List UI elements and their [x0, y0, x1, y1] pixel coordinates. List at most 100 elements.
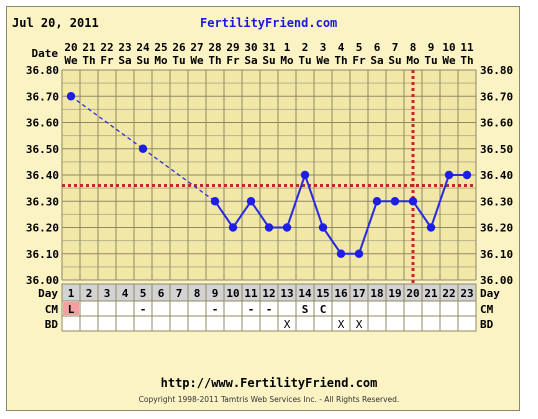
weekday-label: Th: [208, 54, 221, 67]
y-tick-label-right: 36.20: [480, 222, 513, 235]
temp-segment-dashed: [70, 95, 144, 150]
weekday-label: We: [316, 54, 330, 67]
temp-point: [264, 223, 274, 232]
date-label: 30: [244, 41, 257, 54]
day-number: 14: [298, 287, 312, 300]
footer-url[interactable]: http://www.FertilityFriend.com: [160, 376, 378, 390]
y-tick-label-left: 36.20: [26, 222, 59, 235]
temp-segment: [304, 174, 324, 228]
day-number: 18: [370, 287, 383, 300]
weekday-label: Tu: [172, 54, 185, 67]
date-label: 8: [410, 41, 417, 54]
temp-point: [210, 197, 220, 206]
bd-entry: X: [284, 318, 291, 331]
weekday-label: Th: [460, 54, 473, 67]
day-number: 16: [334, 287, 348, 300]
day-number: 15: [316, 287, 329, 300]
bd-row-bg: [61, 315, 477, 332]
day-number: 22: [442, 287, 455, 300]
cm-entry: S: [302, 303, 309, 316]
day-number: 23: [460, 287, 473, 300]
weekday-label: Sa: [118, 54, 131, 67]
y-tick-label-left: 36.70: [26, 90, 59, 103]
temp-point: [444, 170, 454, 180]
temp-segment: [358, 200, 378, 255]
weekday-label: Su: [262, 54, 275, 67]
day-number: 3: [104, 287, 111, 300]
day-number: 4: [122, 287, 129, 300]
temp-point: [318, 223, 328, 232]
date-label: 7: [392, 41, 399, 54]
day-number: 20: [406, 287, 419, 300]
date-row-label: Date: [32, 47, 59, 60]
day-number: 10: [226, 287, 239, 300]
y-tick-label-left: 36.60: [26, 117, 59, 130]
day-number: 8: [194, 287, 201, 300]
chart-date: Jul 20, 2011: [12, 16, 99, 30]
date-label: 11: [460, 41, 474, 54]
bd-entry: X: [356, 318, 363, 331]
date-label: 6: [374, 41, 381, 54]
weekday-label: We: [442, 54, 456, 67]
temp-segment: [322, 226, 342, 255]
temp-segment: [412, 200, 432, 229]
date-label: 26: [172, 41, 186, 54]
weekday-label: Su: [388, 54, 401, 67]
temp-point: [246, 197, 256, 206]
temp-segment: [232, 200, 252, 229]
day-number: 19: [388, 287, 401, 300]
y-tick-label-left: 36.00: [26, 274, 59, 287]
day-number: 5: [140, 287, 147, 300]
bd-row-label-left: BD: [45, 318, 59, 331]
cm-entry: -: [266, 303, 273, 316]
cm-entry: -: [212, 303, 219, 316]
cm-highlight: [63, 302, 79, 315]
day-number: 11: [244, 287, 258, 300]
cm-entry: -: [248, 303, 255, 316]
weekday-label: Mo: [406, 54, 420, 67]
temp-segment: [430, 174, 450, 228]
temp-point: [300, 170, 310, 180]
day-number: 2: [86, 287, 93, 300]
cm-row-label-left: CM: [45, 303, 59, 316]
weekday-label: We: [190, 54, 204, 67]
y-tick-label-right: 36.80: [480, 64, 513, 77]
date-label: 1: [284, 41, 291, 54]
weekday-label: Tu: [424, 54, 437, 67]
cm-entry: C: [320, 303, 327, 316]
y-tick-label-right: 36.60: [480, 117, 513, 130]
copyright-text: Copyright 1998-2011 Tamtris Web Services…: [138, 395, 400, 404]
y-tick-label-right: 36.10: [480, 248, 513, 261]
weekday-label: Mo: [154, 54, 168, 67]
day-row-label-right: Day: [480, 287, 500, 300]
day-number: 12: [262, 287, 275, 300]
temp-point: [408, 197, 418, 206]
weekday-label: Th: [334, 54, 347, 67]
weekday-label: We: [64, 54, 78, 67]
weekday-label: Fr: [100, 54, 114, 67]
date-label: 23: [118, 41, 131, 54]
cm-entry: L: [68, 303, 75, 316]
y-tick-label-right: 36.70: [480, 90, 513, 103]
date-label: 2: [302, 41, 309, 54]
date-label: 29: [226, 41, 239, 54]
day-number: 17: [352, 287, 365, 300]
weekday-label: Fr: [226, 54, 240, 67]
weekday-label: Th: [82, 54, 95, 67]
temp-point: [138, 144, 148, 153]
temp-segment: [286, 174, 306, 228]
temp-point: [66, 92, 76, 101]
site-title[interactable]: FertilityFriend.com: [200, 16, 338, 30]
day-number: 9: [212, 287, 219, 300]
date-label: 28: [208, 41, 221, 54]
date-label: 5: [356, 41, 363, 54]
weekday-label: Su: [136, 54, 149, 67]
y-tick-label-left: 36.40: [26, 169, 59, 182]
weekday-label: Mo: [280, 54, 294, 67]
temp-point: [372, 197, 382, 206]
day-number: 21: [424, 287, 438, 300]
temp-point: [336, 249, 346, 258]
bd-entry: X: [338, 318, 345, 331]
y-tick-label-left: 36.50: [26, 143, 59, 156]
